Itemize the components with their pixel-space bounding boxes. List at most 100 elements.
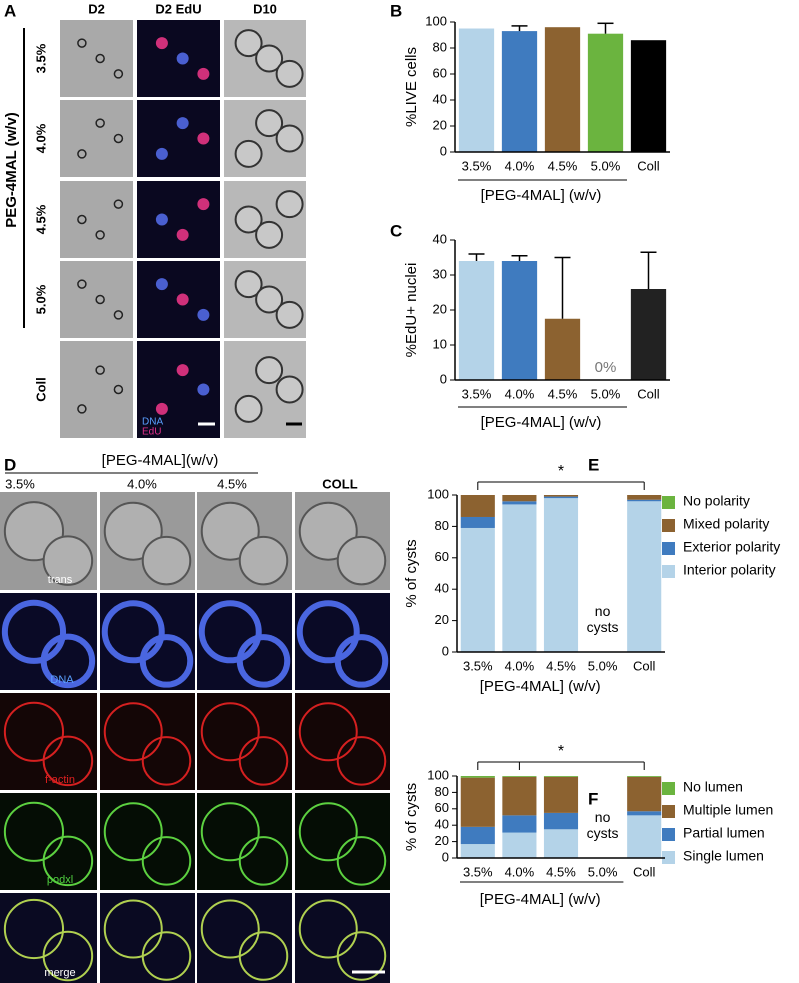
- y-axis-label: % of cysts: [403, 783, 420, 851]
- cyst: [101, 600, 165, 664]
- x-tick-label: 5.0%: [588, 864, 618, 879]
- cell: [77, 279, 87, 289]
- significance: *: [558, 743, 564, 760]
- cyst: [275, 190, 304, 219]
- micrograph: [60, 100, 133, 177]
- bar: [458, 261, 495, 380]
- row-label: merge: [44, 967, 75, 979]
- cyst: [141, 931, 192, 981]
- x-tick-label: Coll: [637, 158, 660, 173]
- x-tick-label: 4.5%: [548, 158, 578, 173]
- column-header: COLL: [322, 476, 357, 491]
- cyst: [336, 535, 387, 586]
- nucleus: [176, 228, 189, 241]
- cyst: [234, 139, 263, 168]
- x-tick-label: 5.0%: [591, 158, 621, 173]
- nucleus: [176, 117, 189, 130]
- legend-swatch: [662, 542, 675, 555]
- cell: [113, 384, 124, 395]
- bar-segment: [460, 777, 495, 827]
- cell: [77, 404, 87, 414]
- cyst: [238, 535, 289, 586]
- bar: [630, 289, 667, 380]
- y-tick-label: 40: [435, 817, 449, 832]
- bar-segment: [502, 501, 537, 505]
- y-tick-label: 80: [433, 39, 447, 54]
- nucleus: [176, 293, 189, 306]
- row-label: Coll: [33, 377, 48, 402]
- cyst: [255, 356, 284, 385]
- cyst: [336, 931, 387, 981]
- x-tick-label: 5.0%: [588, 658, 618, 673]
- panel-label: F: [588, 789, 598, 808]
- legend-swatch: [662, 828, 675, 841]
- cyst: [103, 702, 163, 762]
- micrograph: [295, 893, 390, 983]
- bar: [501, 31, 538, 153]
- y-tick-label: 100: [427, 486, 449, 501]
- row-label: 5.0%: [33, 284, 48, 314]
- cell: [113, 69, 124, 79]
- bar-segment: [460, 495, 495, 517]
- cyst: [334, 634, 389, 688]
- x-tick-label: 4.5%: [546, 658, 576, 673]
- legend-label: No lumen: [683, 779, 743, 795]
- bar-segment: [627, 776, 662, 812]
- y-tick-label: 0: [440, 143, 447, 158]
- y-tick-label: 20: [433, 117, 447, 132]
- x-axis-label: [PEG-4MAL] (w/v): [480, 891, 601, 908]
- cell: [113, 133, 124, 144]
- significance: *: [558, 463, 564, 480]
- cyst: [298, 802, 358, 862]
- y-tick-label: 100: [425, 13, 447, 28]
- cyst: [3, 701, 65, 762]
- micrograph: [0, 893, 97, 983]
- cyst: [40, 633, 96, 689]
- cyst: [141, 736, 192, 786]
- bar-segment: [460, 844, 495, 858]
- nucleus: [155, 402, 168, 415]
- cyst: [336, 836, 387, 886]
- cyst: [139, 634, 194, 688]
- x-tick-label: 4.0%: [505, 158, 535, 173]
- x-tick-label: 4.0%: [505, 864, 535, 879]
- cyst: [1, 599, 67, 664]
- cell: [77, 38, 87, 48]
- cyst: [42, 835, 94, 887]
- cell: [77, 214, 87, 225]
- cyst: [3, 898, 65, 960]
- annotation: no cysts: [587, 603, 619, 635]
- stain-label: DNA: [142, 417, 163, 428]
- annotation: no cysts: [587, 809, 619, 841]
- header: [PEG-4MAL](w/v): [102, 452, 219, 469]
- cyst: [238, 931, 289, 981]
- legend-label: Partial lumen: [683, 825, 765, 841]
- legend-swatch: [662, 782, 675, 795]
- cyst: [234, 394, 263, 423]
- cyst: [234, 205, 263, 234]
- y-tick-label: 40: [433, 91, 447, 106]
- cyst: [298, 702, 358, 762]
- micrograph: [100, 893, 195, 983]
- cyst: [200, 899, 260, 959]
- nucleus: [197, 132, 210, 145]
- cell: [77, 149, 87, 159]
- nucleus: [155, 213, 168, 226]
- panel-label: D: [4, 455, 16, 474]
- row-label: trans: [48, 574, 73, 586]
- cyst: [3, 801, 65, 862]
- legend-label: Exterior polarity: [683, 539, 780, 555]
- row-label: 3.5%: [33, 43, 48, 73]
- bar-segment: [502, 495, 537, 502]
- panel-label: C: [390, 221, 402, 240]
- cyst: [198, 600, 262, 664]
- cyst: [298, 899, 358, 959]
- bar-segment: [502, 504, 537, 652]
- x-tick-label: 4.5%: [548, 386, 578, 401]
- legend-label: Single lumen: [683, 848, 764, 864]
- column-header: 4.5%: [217, 476, 247, 491]
- bar-segment: [627, 811, 662, 816]
- y-tick-label: 60: [435, 549, 449, 564]
- legend-label: Interior polarity: [683, 562, 776, 578]
